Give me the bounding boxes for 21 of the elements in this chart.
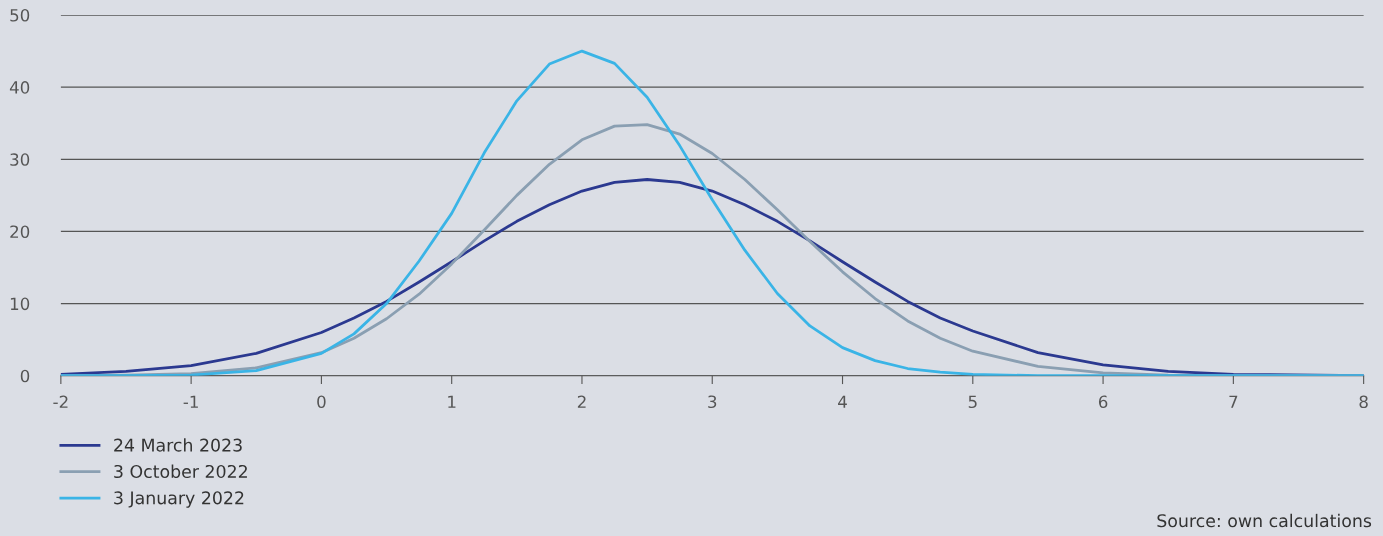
source-note: Source: own calculations <box>1157 513 1372 528</box>
y-tick-label: 0 <box>20 369 30 383</box>
x-tick-label: 1 <box>448 395 456 408</box>
x-tick-label: 2 <box>577 395 586 408</box>
legend-label: 3 January 2022 <box>114 491 244 508</box>
legend-label: 24 March 2023 <box>114 438 242 452</box>
x-tick-label: 5 <box>968 395 977 409</box>
x-tick-label: 8 <box>1359 395 1368 409</box>
y-tick-label: 30 <box>10 153 30 166</box>
x-tick-label: 3 <box>708 395 717 409</box>
y-tick-label: 50 <box>10 8 30 22</box>
x-tick-label: -1 <box>183 395 198 408</box>
y-tick-label: 10 <box>10 297 30 311</box>
y-tick-label: 20 <box>10 225 30 239</box>
legend-label: 3 October 2022 <box>114 464 247 479</box>
x-tick-label: 4 <box>838 395 847 408</box>
x-tick-label: 0 <box>317 395 326 409</box>
y-tick-label: 40 <box>9 81 30 94</box>
x-tick-label: 6 <box>1098 395 1108 409</box>
x-tick-label: 7 <box>1229 395 1238 408</box>
x-tick-label: -2 <box>53 395 68 408</box>
